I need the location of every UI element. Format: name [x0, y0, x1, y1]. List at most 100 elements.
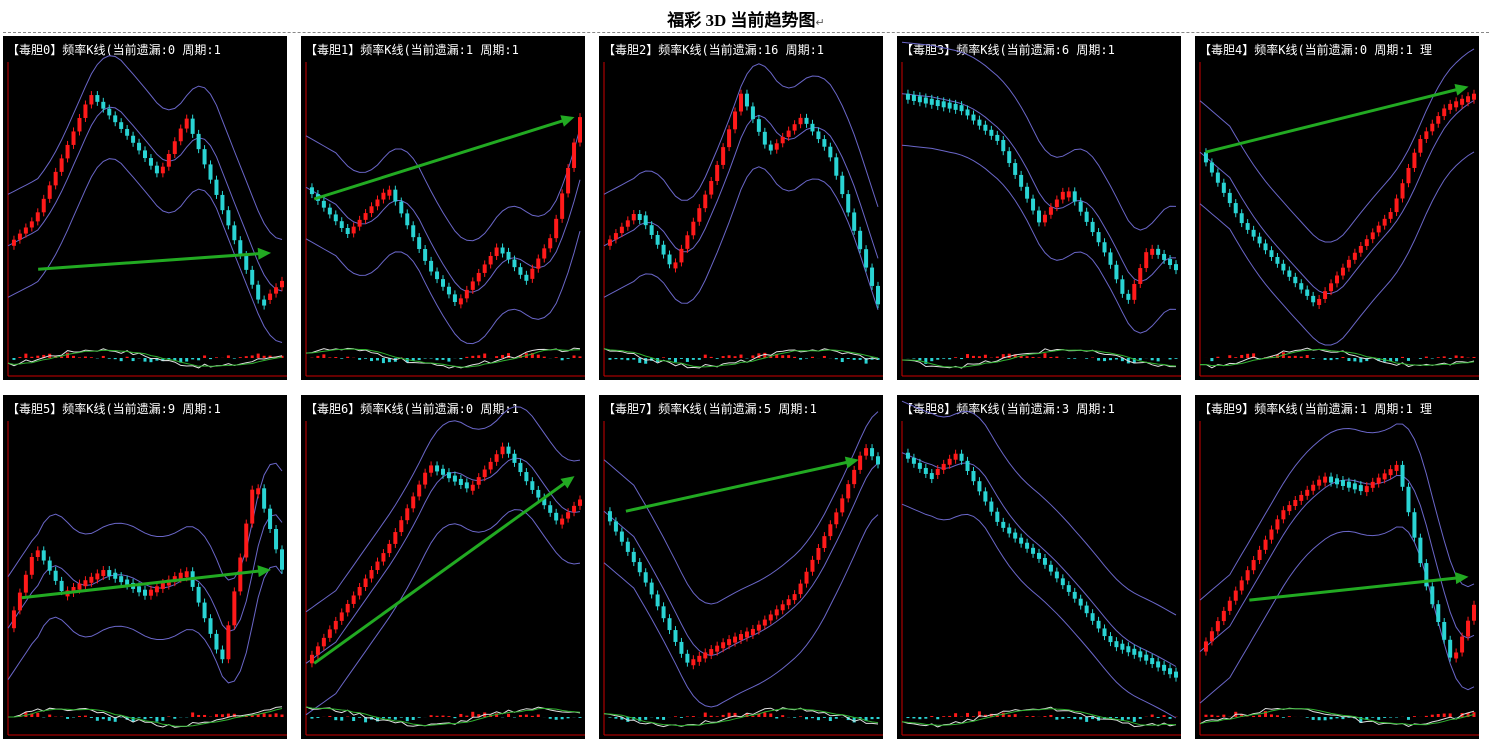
candle-body: [387, 189, 392, 196]
candle-body: [1472, 93, 1476, 100]
candle-body: [143, 589, 147, 596]
candle-body: [536, 489, 541, 498]
candle-body: [679, 641, 684, 654]
candle-body: [512, 259, 517, 268]
candle-body: [369, 206, 374, 214]
return-mark-icon: ↵: [815, 17, 825, 29]
candle-body: [1126, 293, 1131, 300]
candle-body: [852, 212, 857, 231]
candle-body: [154, 165, 159, 174]
candle-body: [1019, 174, 1024, 187]
candle-body: [1174, 264, 1178, 271]
candle-body: [959, 105, 964, 112]
candle-body: [733, 636, 738, 643]
chart-header: 【毒胆0】频率K线(当前遗漏:0 周期:1: [7, 43, 221, 57]
candle-body: [1203, 641, 1208, 652]
candle-body: [846, 484, 851, 499]
candle-body: [810, 559, 815, 572]
candle-body: [1335, 275, 1339, 284]
candle-body: [870, 448, 875, 457]
candle-body: [238, 240, 243, 256]
candle-body: [923, 467, 928, 474]
candle-body: [1126, 646, 1131, 653]
chart-canvas: [901, 41, 1181, 377]
candle-body: [363, 578, 368, 587]
candle-body: [1162, 664, 1167, 671]
candle-body: [357, 219, 362, 227]
candle-body: [119, 576, 124, 583]
candle-body: [506, 446, 511, 454]
macd-dea-line: [7, 349, 283, 367]
candle-body: [321, 200, 326, 208]
candle-body: [607, 511, 612, 522]
candle-body: [411, 225, 416, 238]
candle-body: [1156, 248, 1161, 255]
candle-body: [53, 171, 58, 186]
candle-body: [1394, 198, 1399, 213]
candle-body: [995, 511, 1000, 522]
bollinger-upper: [1199, 48, 1475, 243]
candle-body: [560, 518, 565, 525]
candle-body: [1150, 248, 1155, 255]
candle-body: [935, 100, 940, 107]
candle-body: [470, 281, 475, 290]
candle-body: [178, 128, 183, 142]
title-divider: [3, 32, 1489, 33]
chart-panel-7: 【毒胆7】频率K线(当前遗漏:5 周期:1: [599, 395, 883, 739]
candle-body: [452, 475, 457, 482]
candle-body: [1293, 276, 1298, 284]
candle-body: [1120, 643, 1125, 650]
candle-body: [941, 101, 946, 108]
candle-body: [953, 103, 958, 110]
candle-body: [1430, 586, 1435, 605]
candle-body: [637, 562, 642, 573]
bollinger-lower: [901, 503, 1177, 719]
candle-body: [41, 550, 46, 561]
bollinger-upper: [901, 400, 1177, 616]
candle-body: [1108, 636, 1113, 643]
macd-dea-line: [8, 708, 283, 727]
trend-arrow-head: [844, 456, 859, 469]
candle-body: [274, 287, 279, 294]
candle-body: [619, 531, 624, 542]
candle-body: [113, 115, 118, 123]
candle-body: [554, 218, 559, 239]
candle-body: [1400, 183, 1405, 199]
candle-body: [250, 269, 255, 285]
candle-body: [655, 234, 660, 245]
candle-body: [1001, 139, 1006, 152]
candle-body: [405, 508, 410, 521]
candle-body: [1454, 652, 1459, 659]
candle-body: [309, 187, 314, 195]
candle-body: [333, 620, 338, 630]
macd-dea-line: [305, 706, 581, 727]
candle-body: [417, 237, 422, 250]
candle-body: [148, 589, 153, 596]
candle-body: [1108, 252, 1113, 265]
candle-body: [733, 111, 738, 130]
candle-body: [667, 254, 672, 265]
candle-body: [834, 512, 839, 525]
candle-body: [1293, 500, 1298, 507]
candle-body: [137, 586, 142, 593]
trend-arrow-line: [625, 459, 854, 513]
candle-body: [572, 142, 577, 168]
page-title: 福彩 3D 当前趋势图↵: [0, 6, 1492, 31]
candle-body: [232, 591, 237, 626]
candle-body: [452, 294, 457, 303]
bollinger-upper: [305, 128, 581, 242]
candle-body: [1084, 605, 1089, 614]
bollinger-lower: [603, 514, 879, 708]
candle-body: [65, 144, 70, 159]
candle-body: [327, 629, 332, 638]
macd-dif-line: [603, 707, 879, 728]
chart-canvas: [1199, 421, 1479, 736]
candle-body: [113, 572, 118, 579]
candle-body: [1394, 464, 1399, 471]
candle-body: [83, 580, 88, 587]
candle-body: [476, 477, 481, 485]
chart-panel-6: 【毒胆6】频率K线(当前遗漏:0 周期:1: [301, 395, 585, 739]
candle-body: [834, 157, 839, 176]
title-text: 福彩 3D 当前趋势图: [667, 11, 816, 30]
trend-arrow-head: [1454, 84, 1469, 96]
